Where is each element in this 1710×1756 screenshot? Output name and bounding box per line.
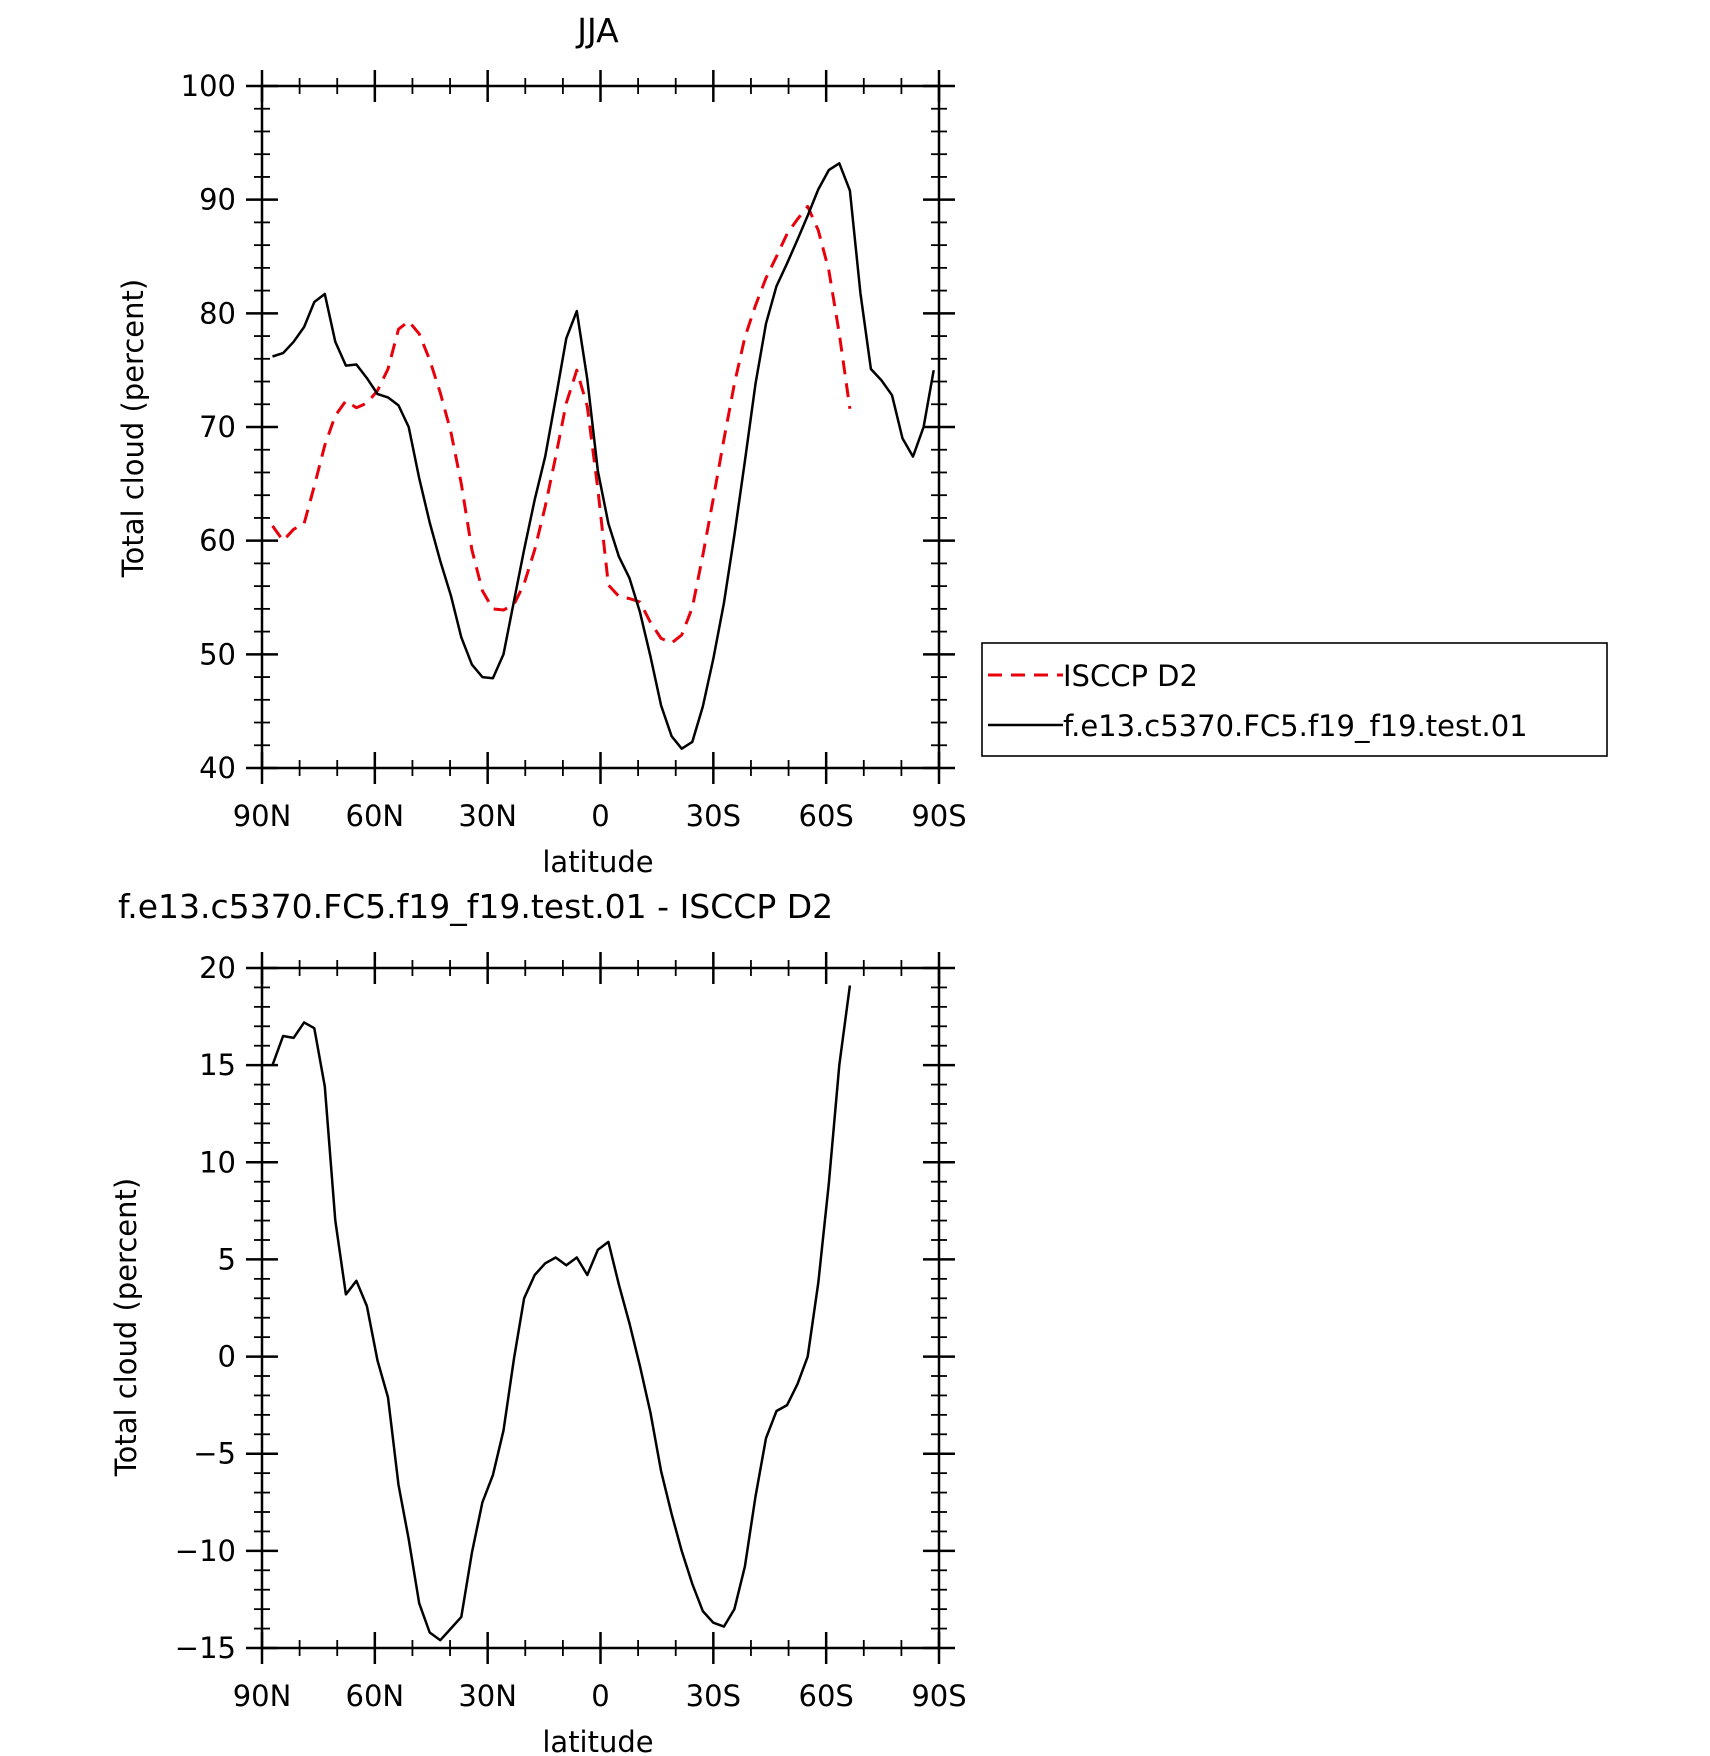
top-x-tick-label: 60S [799,799,854,833]
top-y-tick-label: 80 [199,296,236,330]
top-y-tick-label: 50 [199,637,236,671]
bottom-x-tick-label: 30S [686,1679,741,1713]
top-plot-series [271,162,935,750]
legend: ISCCP D2 f.e13.c5370.FC5.f19_f19.test.01 [981,642,1608,757]
bottom-y-tick-label: −10 [175,1534,236,1568]
bottom-plot-border [260,966,941,1650]
top-series-line-isccp-d2 [271,205,852,645]
top-x-axis-title: latitude [542,845,653,879]
bottom-y-tick-label: 0 [218,1340,236,1374]
bottom-x-tick-label: 0 [591,1679,609,1713]
bottom-chart-title: f.e13.c5370.FC5.f19_f19.test.01 - ISCCP … [118,887,833,926]
bottom-y-tick-label: 15 [199,1048,236,1082]
top-x-tick-label: 0 [591,799,609,833]
top-x-tick-label: 90S [911,799,966,833]
top-y-tick-label: 90 [199,183,236,217]
legend-label-model: f.e13.c5370.FC5.f19_f19.test.01 [1063,709,1528,743]
legend-label-isccp: ISCCP D2 [1063,659,1198,693]
bottom-y-axis-title: Total cloud (percent) [109,1178,143,1477]
top-x-tick-label: 30S [686,799,741,833]
top-x-tick-label: 30N [458,799,517,833]
top-y-tick-label: 100 [181,69,236,103]
top-y-tick-label: 60 [199,524,236,558]
bottom-chart: f.e13.c5370.FC5.f19_f19.test.01 - ISCCP … [109,887,967,1756]
top-plot-border [260,84,941,770]
top-x-tick-label: 60N [346,799,405,833]
bottom-y-tick-label: 20 [199,951,236,985]
bottom-x-tick-label: 90S [911,1679,966,1713]
bottom-plot-frame: 90N 60N 30N 0 30S 60S 90S −15 −10 −5 0 5 10 15 20 [175,951,967,1713]
bottom-y-tick-label: 5 [218,1242,236,1276]
top-chart: JJA 90N 60N 30N 0 30S 60S 90S 40 50 60 70 80 90 100 l… [116,11,967,879]
bottom-y-tick-label: −15 [175,1631,236,1665]
bottom-x-axis-title: latitude [542,1725,653,1756]
top-x-tick-label: 90N [233,799,292,833]
bottom-y-tick-label: −5 [193,1437,236,1471]
top-y-tick-label: 70 [199,410,236,444]
bottom-plot-series [271,985,852,1642]
bottom-series-line-difference [271,985,852,1642]
legend-box [981,642,1608,757]
bottom-y-tick-label: 10 [199,1145,236,1179]
top-y-axis-title: Total cloud (percent) [116,279,150,578]
bottom-x-tick-label: 30N [458,1679,517,1713]
top-chart-title: JJA [575,11,619,50]
bottom-x-tick-label: 60S [799,1679,854,1713]
bottom-x-tick-label: 90N [233,1679,292,1713]
top-y-tick-label: 40 [199,751,236,785]
bottom-x-tick-label: 60N [346,1679,405,1713]
top-plot-frame: 90N 60N 30N 0 30S 60S 90S 40 50 60 70 80 90 100 [181,69,967,833]
top-series-line-f-e13-c5370-fc5-f19-f19-test-01 [272,162,935,750]
